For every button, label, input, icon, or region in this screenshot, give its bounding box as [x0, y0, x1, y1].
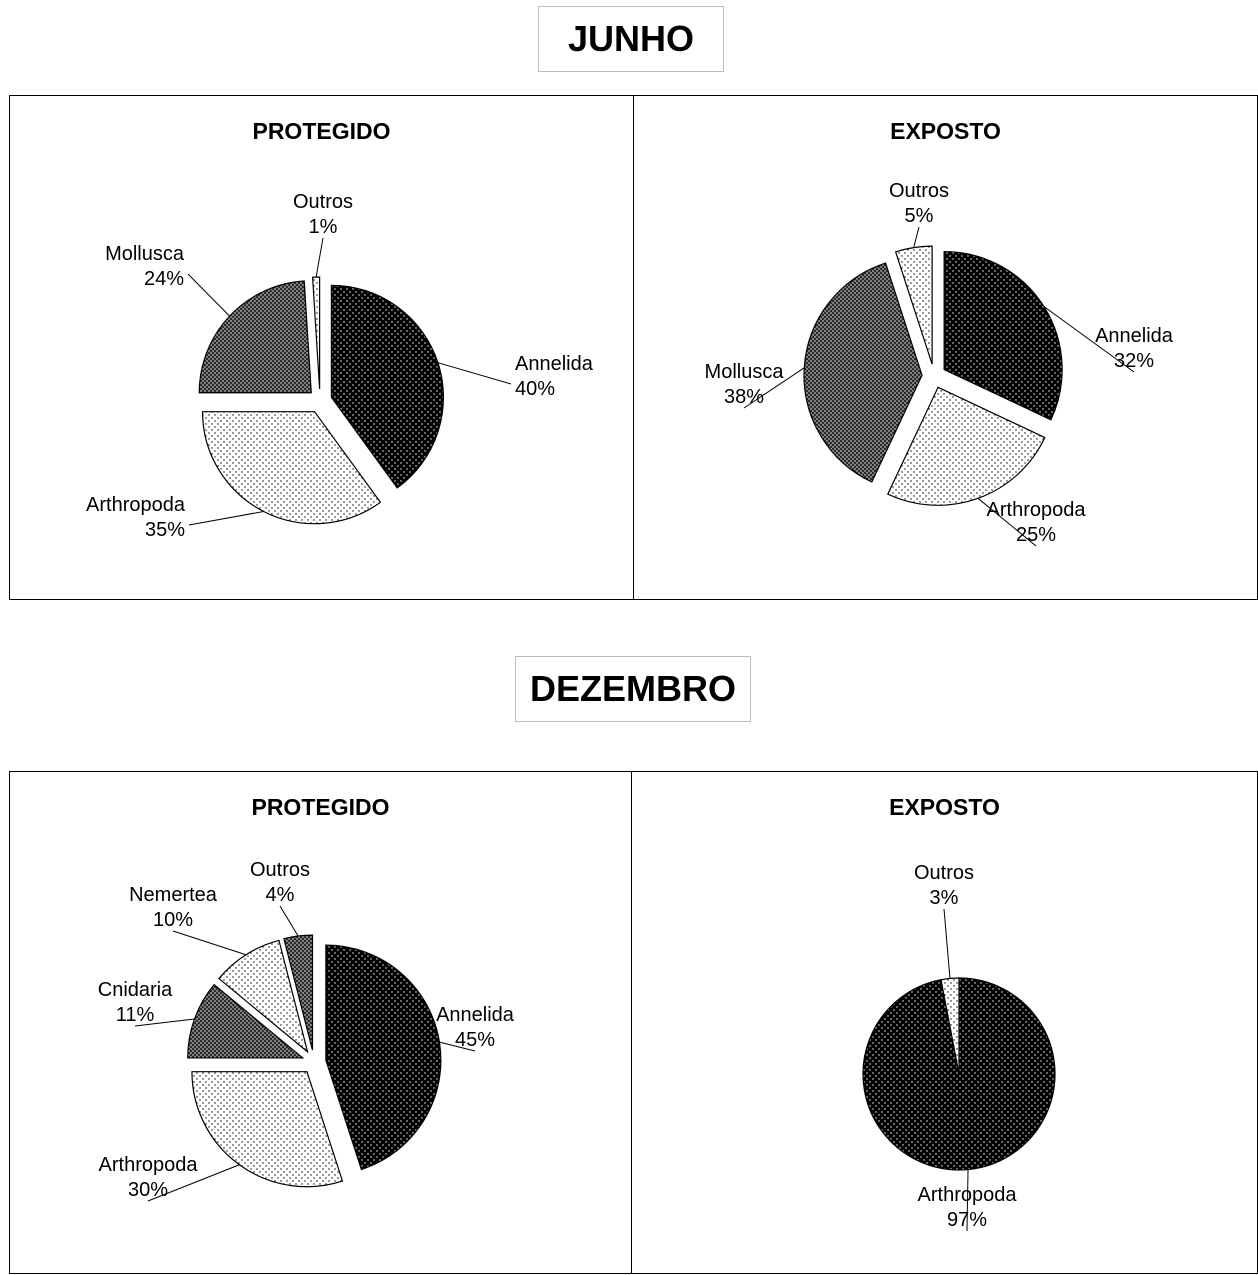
- panel-title: EXPOSTO: [889, 794, 1000, 820]
- pie-slice-mollusca: [803, 262, 923, 483]
- pie-slice-outros: [311, 276, 321, 390]
- slice-label-mollusca: Mollusca: [705, 361, 785, 383]
- slice-percent-arthropoda: 97%: [947, 1209, 987, 1231]
- pie-panel-dezembro-exposto: EXPOSTO Arthropoda 97% Outros 3%: [631, 771, 1258, 1274]
- slice-percent-outros: 4%: [266, 884, 295, 906]
- slice-percent-arthropoda: 30%: [128, 1179, 168, 1201]
- slice-percent-mollusca: 24%: [144, 268, 184, 290]
- slice-label-outros: Outros: [889, 180, 949, 202]
- pie-chart-dezembro-exposto: Arthropoda 97% Outros 3%: [862, 862, 1056, 1232]
- leader-line-outros: [279, 905, 299, 937]
- leader-line-arthropoda: [977, 497, 1037, 547]
- slice-label-outros: Outros: [250, 859, 310, 881]
- leader-line-outros: [913, 226, 920, 248]
- slice-label-arthropoda: Arthropoda: [918, 1184, 1018, 1206]
- slice-percent-outros: 1%: [309, 216, 338, 238]
- pie-slice-outros: [894, 245, 933, 365]
- leader-line-mollusca: [743, 367, 805, 409]
- slice-percent-annelida: 40%: [515, 378, 555, 400]
- section-title-dezembro: DEZEMBRO: [515, 656, 751, 722]
- panel-title: PROTEGIDO: [251, 794, 390, 820]
- slice-percent-arthropoda: 25%: [1016, 524, 1056, 546]
- slice-percent-arthropoda: 35%: [145, 519, 185, 541]
- leader-line-arthropoda: [188, 510, 264, 526]
- pie-chart-dezembro-protegido: Annelida 45% Arthropoda 30% Cnidaria 11% Nemer…: [98, 859, 515, 1202]
- slice-percent-outros: 5%: [905, 205, 934, 227]
- slice-label-outros: Outros: [914, 862, 974, 884]
- slice-percent-annelida: 32%: [1114, 350, 1154, 372]
- leader-line-mollusca: [187, 273, 230, 317]
- pie-slice-mollusca: [198, 280, 312, 394]
- pie-slice-arthropoda: [887, 386, 1046, 506]
- pie-slice-annelida: [943, 250, 1063, 421]
- pie-chart-junho-protegido: Annelida 40% Arthropoda 35% Mollusca 24% Outro…: [86, 191, 594, 541]
- pie-chart-junho-exposto: Annelida 32% Arthropoda 25% Mollusca 38% Outro…: [705, 180, 1174, 547]
- pie-panel-junho-protegido: PROTEGIDO Annelida 40% Arthropoda 35% Mollus…: [9, 95, 634, 600]
- leader-line-arthropoda: [147, 1164, 240, 1202]
- slice-label-cnidaria: Cnidaria: [98, 979, 173, 1001]
- leader-line-annelida: [439, 1041, 476, 1052]
- slice-label-annelida: Annelida: [515, 353, 594, 375]
- pie-slice-annelida: [325, 944, 442, 1171]
- slice-label-arthropoda: Arthropoda: [99, 1154, 199, 1176]
- slice-percent-cnidaria: 11%: [116, 1004, 155, 1026]
- slice-label-arthropoda: Arthropoda: [987, 499, 1087, 521]
- slice-label-arthropoda: Arthropoda: [86, 494, 186, 516]
- slice-percent-annelida: 45%: [455, 1029, 495, 1051]
- panel-title: EXPOSTO: [890, 118, 1001, 144]
- leader-line-arthropoda: [966, 1169, 969, 1232]
- leader-line-outros: [315, 237, 324, 278]
- leader-line-cnidaria: [134, 1018, 195, 1027]
- leader-line-nemertea: [172, 930, 247, 956]
- slice-label-nemertea: Nemertea: [129, 884, 218, 906]
- pie-panel-junho-exposto: EXPOSTO Annelida 32% Arthropoda 25% Mollusca…: [633, 95, 1258, 600]
- pie-slice-cnidaria: [187, 983, 305, 1059]
- leader-line-annelida: [437, 362, 512, 385]
- slice-percent-nemertea: 10%: [153, 909, 193, 931]
- pie-panel-dezembro-protegido: PROTEGIDO Annelida 45% Arthropoda 30% Cnidar…: [9, 771, 632, 1274]
- slice-label-mollusca: Mollusca: [105, 243, 185, 265]
- slice-label-outros: Outros: [293, 191, 353, 213]
- slice-label-annelida: Annelida: [1095, 325, 1174, 347]
- section-title-junho: JUNHO: [538, 6, 724, 72]
- slice-percent-outros: 3%: [930, 887, 959, 909]
- slice-label-annelida: Annelida: [436, 1004, 515, 1026]
- pie-slice-arthropoda: [191, 1071, 344, 1188]
- leader-line-outros: [943, 908, 951, 979]
- leader-line-annelida: [1043, 305, 1135, 373]
- pie-slice-nemertea: [218, 939, 309, 1054]
- pie-slice-outros: [283, 934, 314, 1051]
- slice-percent-mollusca: 38%: [724, 386, 764, 408]
- panel-title: PROTEGIDO: [252, 118, 391, 144]
